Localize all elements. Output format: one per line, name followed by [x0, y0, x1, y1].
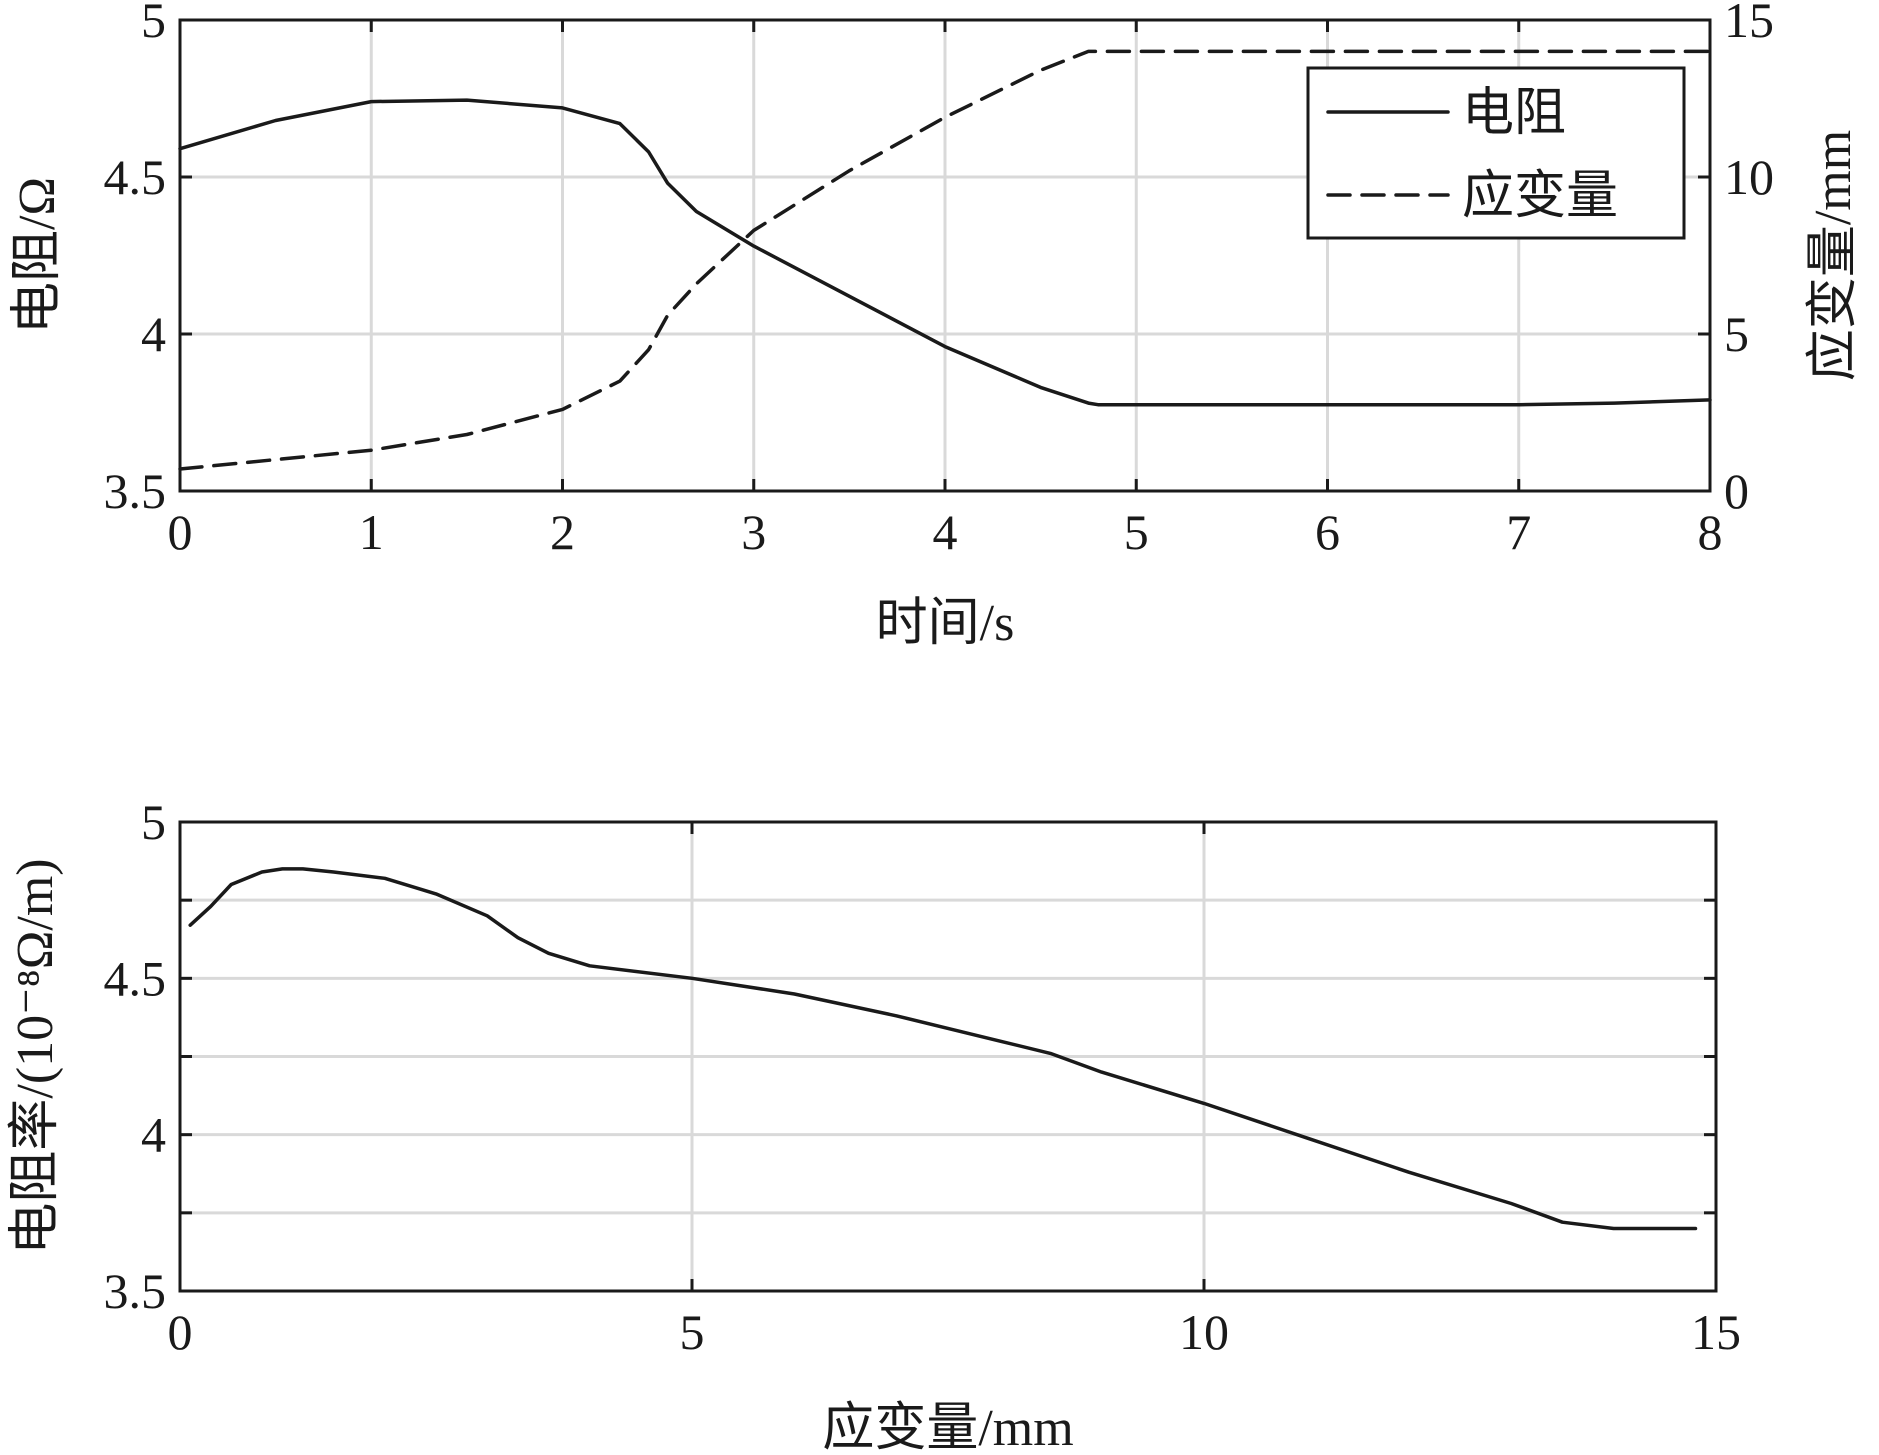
strain-series-line	[178, 49, 1712, 471]
x-axis-label: 时间/s	[876, 595, 1015, 652]
x-tick-label: 8	[1698, 504, 1723, 560]
resistance-series-line	[178, 98, 1712, 407]
y2-tick-label: 15	[1724, 0, 1774, 48]
legend-box	[1306, 66, 1686, 240]
x-tick-label: 3	[741, 504, 766, 560]
x-tick-label: 1	[359, 504, 384, 560]
x-tick-label: 15	[1691, 1304, 1741, 1360]
y2-axis-label: 应变量/mm	[1805, 130, 1862, 381]
resistivity-series-line	[188, 867, 1698, 1231]
x-axis-label: 应变量/mm	[822, 1400, 1073, 1455]
y2-tick-label: 0	[1724, 463, 1749, 519]
legend-label: 电阻	[1462, 85, 1566, 142]
x-tick-label: 7	[1506, 504, 1531, 560]
y-tick-label: 4.5	[104, 950, 167, 1006]
x-tick-label: 0	[168, 504, 193, 560]
y-axis-label: 电阻/Ω	[9, 177, 66, 334]
y-tick-label: 5	[141, 0, 166, 48]
y-tick-label: 5	[141, 794, 166, 850]
x-tick-label: 10	[1179, 1304, 1229, 1360]
y-tick-label: 3.5	[104, 463, 167, 519]
y-tick-label: 4.5	[104, 149, 167, 205]
x-tick-label: 6	[1315, 504, 1340, 560]
legend-label: 应变量	[1462, 168, 1618, 225]
x-tick-label: 5	[680, 1304, 705, 1360]
x-tick-label: 2	[550, 504, 575, 560]
y2-tick-label: 10	[1724, 149, 1774, 205]
y-tick-label: 4	[141, 306, 166, 362]
resistivity-vs-strain-plot: 0 5 10 15 3.5 4 4.5 5 应变量/mm 电阻率/(10⁻⁸Ω/m)	[7, 794, 1741, 1455]
x-tick-label: 5	[1124, 504, 1149, 560]
y-tick-label: 3.5	[104, 1263, 167, 1319]
y-axis-label: 电阻率/(10⁻⁸Ω/m)	[7, 858, 64, 1254]
resistance-strain-vs-time-plot: 0 1 2 3 4 5 6 7 8 3.5 4 4.5 5 0 5 10 15 时间/s 电阻/Ω 应变量/mm 电阻应…	[9, 0, 1862, 652]
x-tick-label: 0	[168, 1304, 193, 1360]
y2-tick-label: 5	[1724, 306, 1749, 362]
x-tick-label: 4	[933, 504, 958, 560]
y-tick-label: 4	[141, 1107, 166, 1163]
